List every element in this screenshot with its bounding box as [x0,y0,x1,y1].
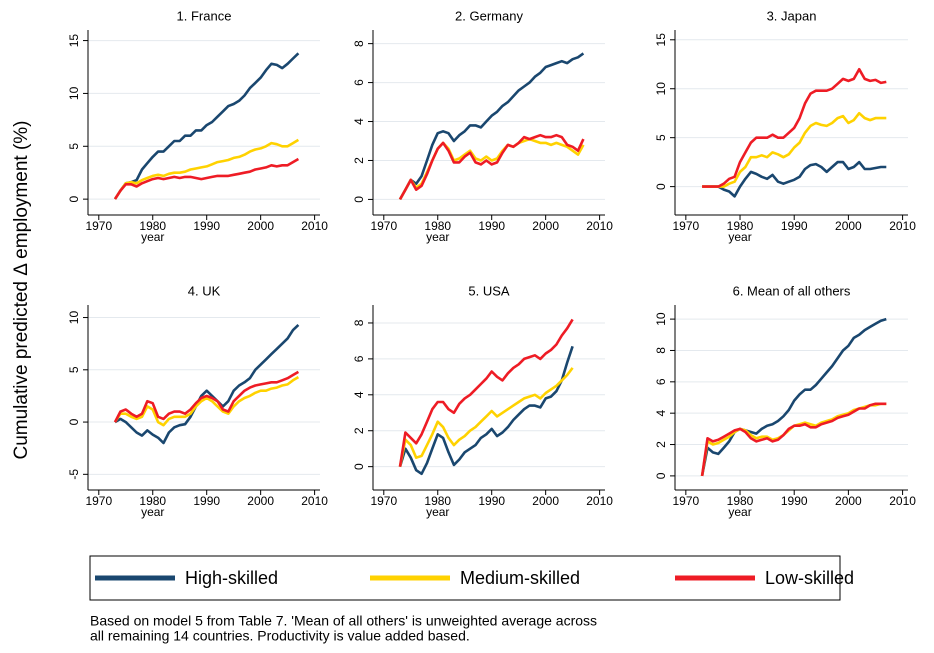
y-tick-label: 8 [654,347,668,354]
series-line [398,318,574,467]
panel-title: 2. Germany [455,8,523,23]
note-line: Based on model 5 from Table 7. 'Mean of … [90,613,597,629]
series-line [702,160,887,198]
series-line [113,138,300,200]
y-tick-label: 10 [67,311,81,325]
x-tick-label: 1970 [85,219,112,233]
y-tick-label: 6 [352,355,366,362]
y-tick-label: 10 [67,86,81,100]
series-line [114,323,300,445]
x-tick-label: 2010 [586,494,613,508]
x-tick-label: 1980 [139,219,166,233]
y-tick-label: 0 [67,418,81,425]
x-tick-label: 1990 [193,219,220,233]
series-line [113,375,300,427]
x-tick-label: 1990 [478,219,505,233]
x-tick-label: 2010 [586,219,613,233]
panel-title: 4. UK [188,283,221,298]
x-tick-label: 1970 [370,494,397,508]
y-tick-label: 10 [654,312,668,326]
x-axis-label: year [728,230,751,244]
x-tick-label: 2010 [301,219,328,233]
y-tick-label: 0 [67,195,81,202]
y-tick-label: 10 [654,82,668,96]
series-line [113,52,300,200]
panel-title: 1. France [177,8,232,23]
legend-label: Low-skilled [765,568,854,588]
x-axis-label: year [426,230,449,244]
y-tick-label: 5 [654,134,668,141]
y-tick-label: 0 [654,472,668,479]
y-tick-label: 2 [654,441,668,448]
y-tick-label: -5 [67,469,81,480]
legend-label: Medium-skilled [460,568,580,588]
y-tick-label: 6 [352,79,366,86]
x-tick-label: 2000 [835,219,862,233]
x-tick-label: 1980 [139,494,166,508]
x-tick-label: 1990 [193,494,220,508]
series-line [398,133,585,201]
series-line [113,370,300,423]
y-tick-label: 0 [352,463,366,470]
y-tick-label: 0 [352,196,366,203]
legend-box [89,555,841,601]
x-axis-label: year [141,505,164,519]
x-tick-label: 2010 [889,494,916,508]
series-line [398,52,585,201]
panel-title: 3. Japan [767,8,817,23]
series-line [398,345,574,476]
x-tick-label: 2000 [532,494,559,508]
y-tick-label: 4 [352,391,366,398]
x-tick-label: 1970 [85,494,112,508]
x-tick-label: 2000 [835,494,862,508]
series-line [702,111,887,188]
legend-label: High-skilled [185,568,278,588]
x-tick-label: 1970 [370,219,397,233]
x-tick-label: 1980 [424,494,451,508]
x-tick-label: 1980 [727,219,754,233]
y-tick-label: 4 [654,410,668,417]
series-line [700,402,887,477]
x-tick-label: 2000 [247,219,274,233]
series-line [702,67,887,188]
y-axis-label: Cumulative predicted Δ employment (%) [11,121,32,460]
series-line [398,367,574,467]
x-axis-label: year [141,230,164,244]
y-tick-label: 2 [352,427,366,434]
note-line: all remaining 14 countries. Productivity… [90,628,470,644]
x-tick-label: 1990 [478,494,505,508]
x-tick-label: 1970 [672,494,699,508]
x-axis-label: year [728,505,751,519]
y-tick-label: 5 [67,366,81,373]
x-tick-label: 2000 [247,494,274,508]
x-tick-label: 2010 [301,494,328,508]
y-tick-label: 6 [654,378,668,385]
y-tick-label: 15 [654,33,668,47]
y-tick-label: 5 [67,143,81,150]
y-tick-label: 8 [352,319,366,326]
series-line [113,157,300,200]
x-tick-label: 1990 [781,219,808,233]
y-tick-label: 15 [67,34,81,48]
y-tick-label: 4 [352,118,366,125]
panel-title: 5. USA [468,283,510,298]
x-tick-label: 2000 [532,219,559,233]
x-tick-label: 1980 [727,494,754,508]
y-tick-label: 8 [352,40,366,47]
x-tick-label: 2010 [889,219,916,233]
y-tick-label: 2 [352,157,366,164]
x-tick-label: 1970 [672,219,699,233]
panel-title: 6. Mean of all others [733,283,851,298]
x-tick-label: 1980 [424,219,451,233]
x-tick-label: 1990 [781,494,808,508]
y-tick-label: 0 [654,183,668,190]
x-axis-label: year [426,505,449,519]
